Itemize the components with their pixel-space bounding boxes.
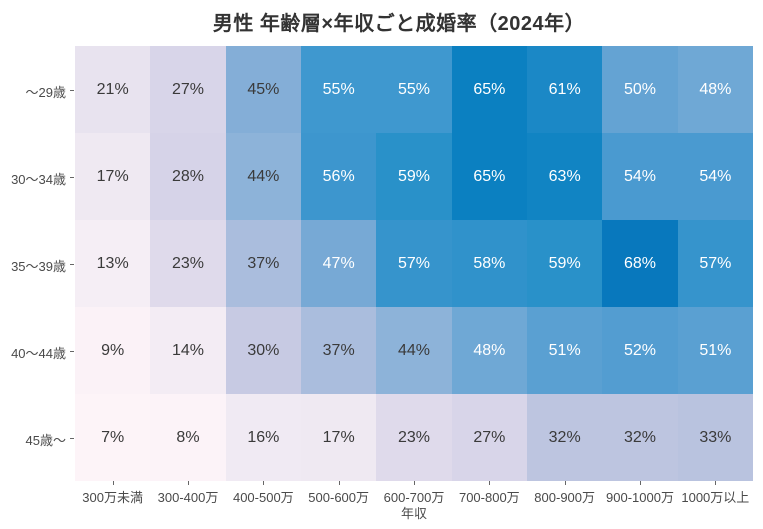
x-tick	[715, 481, 716, 485]
x-tick-label: 800-900万	[534, 490, 596, 505]
heatmap-cell: 51%	[527, 307, 603, 394]
x-tick-label: 1000万以上	[681, 490, 750, 505]
y-tick	[70, 264, 74, 265]
heatmap-cell: 30%	[225, 307, 301, 394]
heatmap-cell: 7%	[75, 394, 151, 481]
heatmap-cell: 23%	[376, 394, 452, 481]
y-tick	[70, 90, 74, 91]
heatmap-cell: 16%	[225, 394, 301, 481]
heatmap-cell: 21%	[75, 46, 151, 133]
x-tick-label: 300万未満	[82, 490, 144, 505]
x-tick	[489, 481, 490, 485]
heatmap-cell: 32%	[527, 394, 603, 481]
heatmap-cell: 50%	[602, 46, 678, 133]
heatmap-cell: 13%	[75, 220, 151, 307]
heatmap-cell: 48%	[451, 307, 527, 394]
heatmap-cell: 48%	[677, 46, 753, 133]
x-tick	[263, 481, 264, 485]
heatmap-cell: 17%	[301, 394, 377, 481]
y-tick-label: 40～44歳	[11, 345, 66, 361]
x-tick-label: 500-600万	[308, 490, 370, 505]
heatmap-cell: 27%	[451, 394, 527, 481]
x-tick-label: 300-400万	[157, 490, 219, 505]
heatmap-cell: 14%	[150, 307, 226, 394]
heatmap-cell: 17%	[75, 133, 151, 220]
heatmap-cell: 47%	[301, 220, 377, 307]
heatmap-cell: 44%	[376, 307, 452, 394]
y-tick-label: 35～39歳	[11, 258, 66, 274]
heatmap-cell: 44%	[225, 133, 301, 220]
heatmap-cell: 55%	[301, 46, 377, 133]
x-axis-title: 年収	[400, 506, 427, 521]
y-tick	[70, 438, 74, 439]
heatmap-cell: 59%	[527, 220, 603, 307]
heatmap-cell: 65%	[451, 133, 527, 220]
heatmap-cell: 9%	[75, 307, 151, 394]
heatmap-cell: 28%	[150, 133, 226, 220]
heatmap-cell: 32%	[602, 394, 678, 481]
heatmap-cell: 58%	[451, 220, 527, 307]
heatmap-cell: 51%	[677, 307, 753, 394]
heatmap-cell: 59%	[376, 133, 452, 220]
heatmap-cell: 27%	[150, 46, 226, 133]
x-tick	[640, 481, 641, 485]
heatmap-cell: 37%	[301, 307, 377, 394]
heatmap-cell: 65%	[451, 46, 527, 133]
x-tick-label: 700-800万	[458, 490, 520, 505]
heatmap-cell: 57%	[677, 220, 753, 307]
x-tick	[339, 481, 340, 485]
heatmap-cell: 54%	[677, 133, 753, 220]
x-tick-label: 900-1000万	[606, 490, 674, 505]
heatmap-cell: 23%	[150, 220, 226, 307]
x-tick	[565, 481, 566, 485]
x-tick	[113, 481, 114, 485]
y-tick-label: 30～34歳	[11, 171, 66, 187]
heatmap-cell: 8%	[150, 394, 226, 481]
heatmap-cell: 57%	[376, 220, 452, 307]
heatmap-cell: 54%	[602, 133, 678, 220]
heatmap-cell: 52%	[602, 307, 678, 394]
y-tick	[70, 351, 74, 352]
heatmap-cell: 37%	[225, 220, 301, 307]
heatmap-cell: 55%	[376, 46, 452, 133]
heatmap: 21% 27% 45% 55% 55% 65% 61% 50% 48% 17% 28% 44% 56% 5…	[75, 46, 753, 481]
heatmap-cell: 56%	[301, 133, 377, 220]
chart-title: 男性 年齢層×年収ごと成婚率（2024年）	[212, 13, 586, 35]
heatmap-cell: 68%	[602, 220, 678, 307]
x-tick	[188, 481, 189, 485]
y-tick-label: 45歳～	[25, 432, 66, 448]
y-tick	[70, 177, 74, 178]
x-tick-label: 600-700万	[383, 490, 445, 505]
x-tick	[414, 481, 415, 485]
heatmap-cell: 33%	[677, 394, 753, 481]
heatmap-cell: 61%	[527, 46, 603, 133]
heatmap-cell: 63%	[527, 133, 603, 220]
y-tick-label: ～29歳	[25, 84, 66, 100]
x-tick-label: 400-500万	[232, 490, 294, 505]
heatmap-cell: 45%	[225, 46, 301, 133]
